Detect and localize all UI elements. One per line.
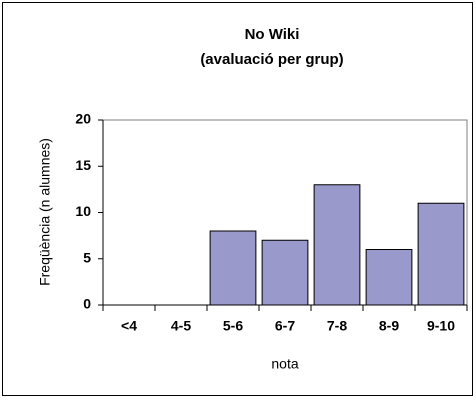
bar (417, 202, 465, 306)
y-axis-label: Freqüència (n alumnes) (37, 138, 53, 286)
bar (365, 249, 413, 306)
bar (261, 239, 309, 306)
chart-subtitle: (avaluació per grup) (200, 51, 343, 68)
x-tick-label: 5-6 (223, 318, 243, 334)
bar (209, 230, 257, 306)
x-tick-label: 7-8 (327, 318, 347, 334)
chart-border (2, 2, 473, 396)
y-tick-label: 0 (83, 296, 91, 312)
chart-title: No Wiki (245, 26, 300, 43)
y-tick-label: 15 (75, 157, 91, 173)
x-tick-label: <4 (121, 318, 137, 334)
y-tick-label: 20 (75, 111, 91, 127)
x-axis-label: nota (271, 356, 298, 372)
x-tick-label: 6-7 (275, 318, 295, 334)
x-tick-label: 4-5 (171, 318, 191, 334)
y-tick-label: 5 (83, 249, 91, 265)
x-tick-label: 8-9 (379, 318, 399, 334)
x-tick-label: 9-10 (427, 318, 455, 334)
y-tick-label: 10 (75, 203, 91, 219)
bar (313, 184, 361, 306)
plot-frame (103, 119, 468, 305)
